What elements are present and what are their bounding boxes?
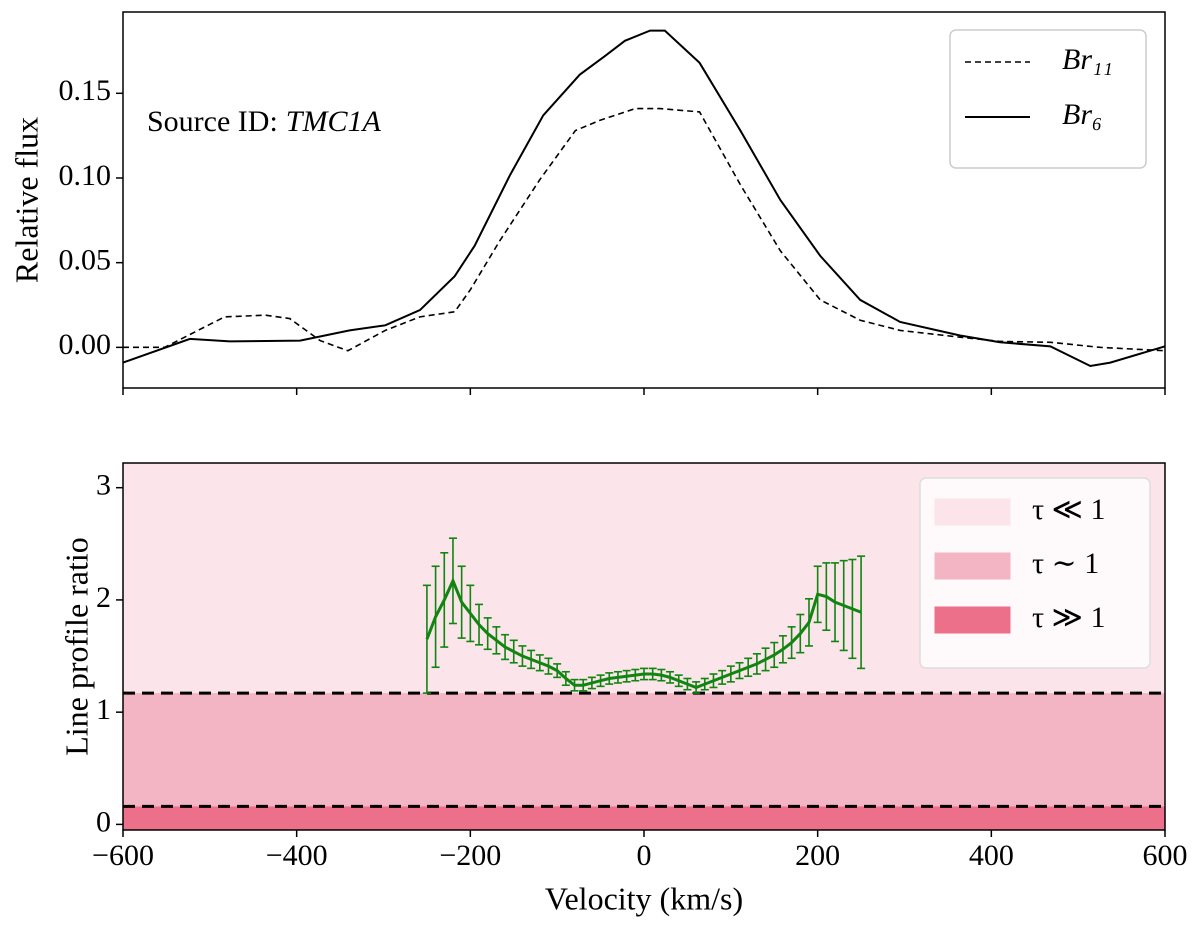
y-tick-label: 0.15 (59, 74, 112, 107)
annotation-value: TMC1A (286, 105, 382, 138)
legend-label: Br₆ (1062, 98, 1102, 131)
line-series (123, 107, 1165, 352)
y-tick-label: 2 (96, 581, 111, 614)
x-tick-label: −200 (439, 839, 501, 872)
legend-label: Br₁₁ (1062, 43, 1113, 76)
y-axis-label: Relative flux (8, 117, 44, 283)
x-tick-label: −400 (266, 839, 328, 872)
x-axis-label: Velocity (km/s) (545, 880, 743, 916)
y-tick-label: 3 (96, 469, 111, 502)
annotation-label: Source ID: (147, 105, 278, 138)
y-axis-label: Line profile ratio (58, 537, 94, 756)
legend-label: τ ≫ 1 (1032, 601, 1105, 634)
annotation: Source ID: TMC1A (147, 105, 381, 138)
y-tick-label: 0 (96, 805, 111, 838)
legend-label: τ ∼ 1 (1032, 547, 1099, 580)
x-tick-label: 400 (969, 839, 1014, 872)
y-tick-label: 1 (96, 693, 111, 726)
legend-swatch (934, 552, 1011, 580)
y-tick-label: 0.00 (59, 328, 112, 361)
x-tick-label: −600 (92, 839, 154, 872)
x-tick-label: 600 (1143, 839, 1188, 872)
band (123, 806, 1165, 830)
legend-label: τ ≪ 1 (1032, 493, 1105, 526)
ratio-line (425, 577, 862, 690)
legend-box (949, 29, 1147, 169)
y-tick-label: 0.05 (59, 244, 112, 277)
band (123, 693, 1165, 807)
x-tick-label: 200 (795, 839, 840, 872)
x-tick-label: 0 (637, 839, 652, 872)
plot-area (123, 29, 1165, 368)
legend-swatch (934, 606, 1011, 634)
line-series (123, 29, 1165, 368)
legend-swatch (934, 498, 1011, 526)
y-tick-label: 0.10 (59, 159, 112, 192)
